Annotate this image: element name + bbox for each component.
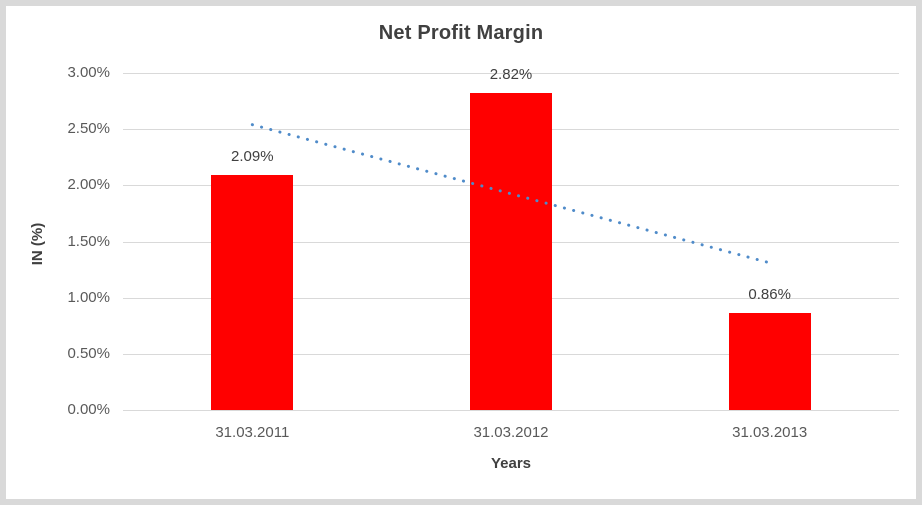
data-label: 0.86% — [748, 286, 791, 304]
bar — [470, 93, 552, 410]
y-tick-label: 2.00% — [67, 176, 110, 194]
bar — [728, 313, 811, 410]
y-tick-label: 0.00% — [67, 401, 110, 418]
x-axis-title: Years — [490, 455, 532, 472]
bar — [211, 175, 294, 410]
x-tick-label: 31.03.2011 — [215, 424, 290, 441]
gridline — [123, 410, 899, 411]
y-tick-label: 1.50% — [67, 232, 110, 250]
gridline — [123, 73, 899, 74]
x-tick-label: 31.03.2013 — [732, 424, 808, 441]
trendline-dotted-line — [250, 123, 772, 265]
data-label: 2.82% — [489, 66, 533, 84]
y-tick-label: 1.00% — [67, 288, 110, 306]
chart-title: Net Profit Margin — [378, 22, 544, 44]
x-tick-label: 31.03.2012 — [473, 424, 549, 441]
y-tick-label: 2.50% — [67, 120, 110, 138]
data-label: 2.09% — [231, 148, 274, 166]
y-tick-label: 0.50% — [67, 344, 110, 362]
y-tick-label: 3.00% — [67, 64, 110, 81]
